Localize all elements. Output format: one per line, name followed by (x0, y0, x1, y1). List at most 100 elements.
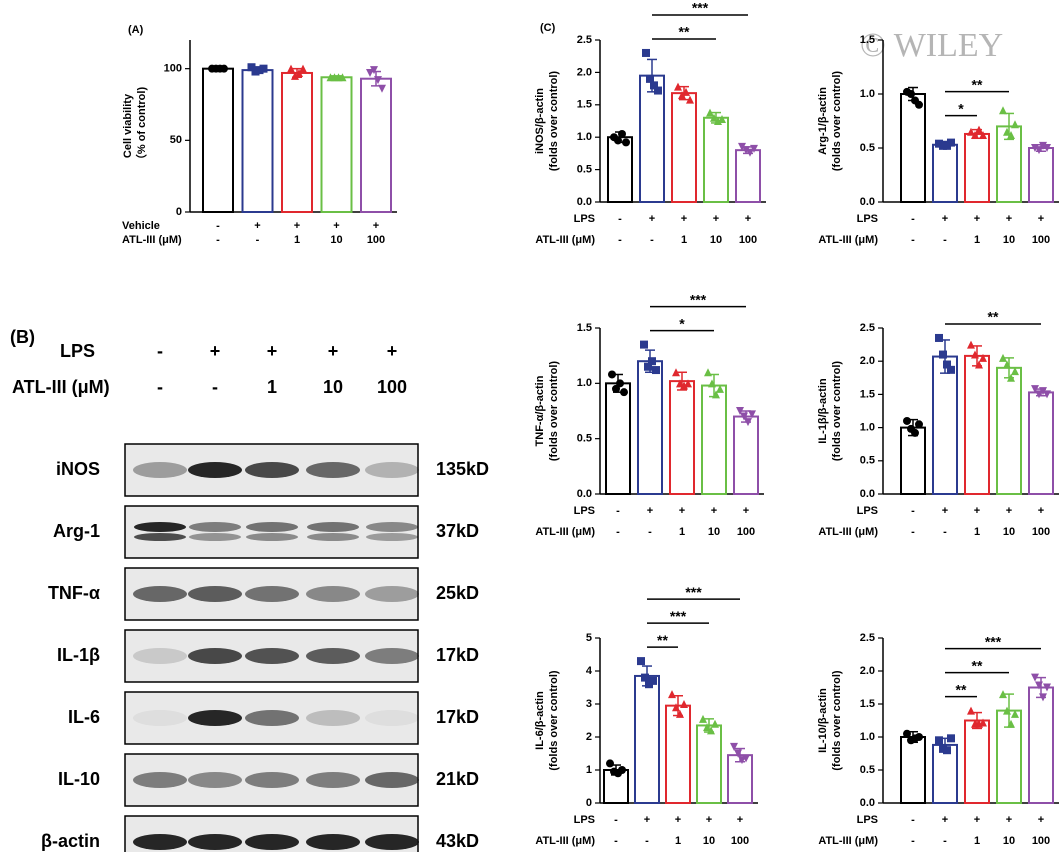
condition-value: + (649, 213, 655, 225)
y-tick-label: 3 (586, 698, 592, 710)
data-point (608, 370, 616, 379)
condition-label: LPS (574, 505, 595, 517)
band (306, 710, 360, 726)
data-point (1039, 387, 1047, 396)
data-point (971, 131, 979, 140)
data-point (680, 700, 688, 708)
data-point (734, 749, 742, 758)
y-tick-label: 2.0 (860, 665, 875, 677)
data-point (612, 384, 620, 393)
data-point (971, 350, 979, 359)
data-point (366, 68, 374, 77)
y-axis-label: IL-1β/β-actin (817, 378, 829, 444)
condition-value: - (943, 526, 947, 538)
y-tick-label: 0.0 (577, 196, 592, 208)
condition-value: + (1038, 505, 1044, 517)
data-point (710, 113, 718, 122)
condition-value: + (644, 814, 650, 826)
watermark: © WILEY (860, 27, 1003, 64)
band (133, 586, 187, 602)
condition-value: - (943, 234, 947, 246)
data-point (1003, 360, 1011, 369)
condition-value: + (942, 505, 948, 517)
band (133, 648, 187, 664)
condition-value: + (210, 341, 221, 361)
condition-value: + (675, 814, 681, 826)
condition-value: - (645, 835, 649, 847)
condition-value: + (706, 814, 712, 826)
y-axis-label: (folds over control) (548, 361, 560, 462)
protein-name: β-actin (41, 831, 100, 851)
data-point (999, 690, 1007, 699)
data-point (654, 86, 662, 95)
condition-value: - (216, 220, 220, 232)
data-point (947, 734, 955, 743)
data-point (1043, 390, 1051, 399)
data-point (903, 729, 911, 738)
significance-label: *** (670, 608, 687, 624)
data-point (967, 127, 975, 136)
condition-value: - (911, 526, 915, 538)
y-tick-label: 1.0 (860, 422, 875, 434)
condition-value: - (157, 377, 163, 397)
condition-value: - (618, 213, 622, 225)
data-point (299, 64, 307, 73)
data-point (903, 416, 911, 425)
bar (996, 709, 1022, 804)
condition-value: - (911, 234, 915, 246)
condition-label: ATL-III (μM) (818, 835, 878, 847)
condition-value: + (713, 213, 719, 225)
data-point (1039, 141, 1047, 150)
bar (1028, 391, 1054, 495)
condition-value: + (294, 220, 300, 232)
data-point (646, 74, 654, 83)
data-point (742, 146, 750, 155)
data-point (750, 144, 758, 153)
condition-label: ATL-III (μM) (122, 234, 182, 246)
data-point (947, 365, 955, 374)
data-point (374, 76, 382, 85)
condition-label: LPS (574, 814, 595, 826)
y-tick-label: 5 (586, 632, 592, 644)
band (189, 522, 241, 532)
data-point (935, 736, 943, 745)
y-tick-label: 2.5 (577, 34, 592, 46)
protein-size: 135kD (436, 459, 489, 479)
y-axis-label: (folds over control) (831, 670, 843, 771)
data-point (915, 733, 923, 741)
data-point (678, 91, 686, 100)
condition-value: 100 (1032, 835, 1050, 847)
data-point (740, 412, 748, 421)
data-point (682, 87, 690, 96)
y-tick-label: 0.5 (860, 455, 875, 467)
protein-name: IL-10 (58, 769, 100, 789)
data-point (1031, 385, 1039, 394)
bar (671, 92, 697, 203)
band (366, 533, 418, 541)
data-point (939, 350, 947, 359)
data-point (648, 357, 656, 366)
data-point (652, 366, 660, 375)
data-point (703, 723, 711, 732)
data-point (915, 100, 923, 109)
data-point (684, 379, 692, 388)
data-point (649, 676, 657, 685)
y-tick-label: 1.0 (860, 88, 875, 100)
band (133, 710, 187, 726)
band (134, 533, 186, 541)
protein-size: 43kD (436, 831, 479, 851)
condition-value: - (618, 234, 622, 246)
protein-size: 25kD (436, 583, 479, 603)
data-point (746, 148, 754, 157)
data-point (676, 379, 684, 388)
data-point (637, 657, 645, 666)
y-axis-label: (folds over control) (831, 71, 843, 172)
significance-label: ** (657, 632, 668, 648)
condition-label: LPS (574, 213, 595, 225)
y-tick-label: 0 (586, 797, 592, 809)
condition-value: - (212, 377, 218, 397)
condition-value: 10 (323, 377, 343, 397)
y-tick-label: 50 (170, 134, 182, 146)
condition-value: 100 (1032, 234, 1050, 246)
data-point (295, 68, 303, 77)
